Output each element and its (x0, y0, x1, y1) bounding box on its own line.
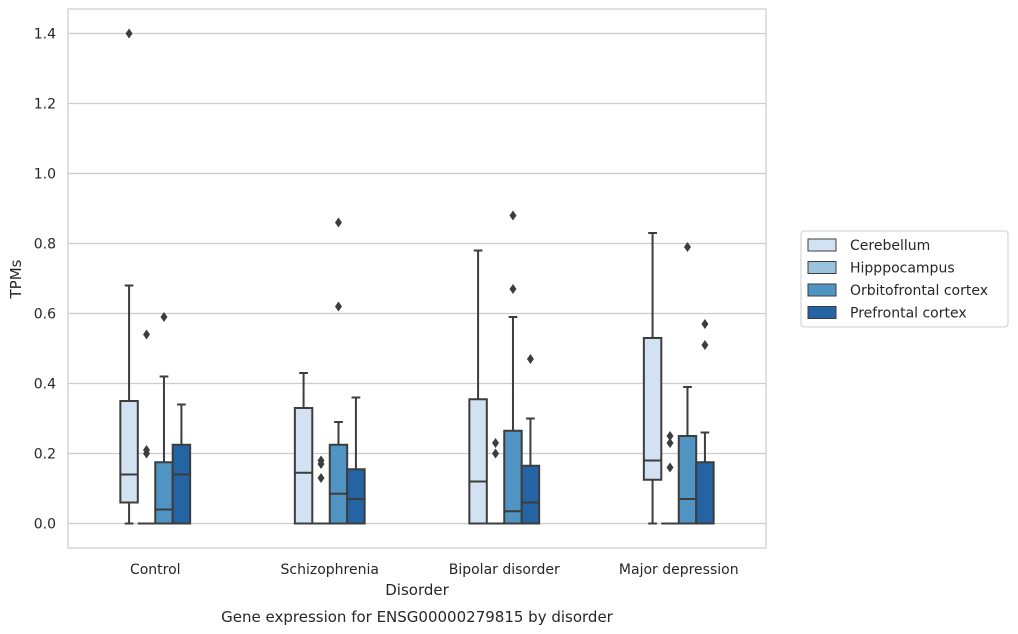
outlier-point (666, 431, 674, 441)
outlier-point (143, 329, 151, 340)
box-body (119, 400, 139, 504)
box-body (468, 398, 488, 525)
outlier-point (509, 210, 517, 221)
box-body (642, 337, 663, 481)
box-4-category-2 (346, 396, 366, 525)
outlier-point (666, 438, 674, 448)
box-body (346, 468, 366, 525)
x-tick-label: Schizophrenia (281, 562, 379, 578)
legend-item: Orbitofrontal cortex (807, 283, 988, 299)
box-1-category-4 (642, 232, 663, 525)
box-2-category-4 (661, 431, 679, 525)
outlier-point (509, 284, 517, 294)
box-1-category-1 (119, 28, 139, 525)
box-4-category-3 (520, 354, 541, 525)
box-3-category-3 (503, 210, 523, 525)
box-body (328, 443, 349, 525)
legend-label: Prefrontal cortex (850, 306, 967, 322)
box-3-category-2 (328, 217, 349, 525)
box-body (293, 407, 314, 525)
outlier-point (492, 438, 500, 448)
box-2-category-2 (312, 455, 330, 525)
y-tick-labels: 0.0 0.2 0.4 0.6 0.8 1.0 1.2 1.4 (34, 27, 56, 533)
outlier-point (143, 448, 151, 459)
box-2-category-1 (137, 329, 156, 525)
legend-swatch (807, 261, 837, 274)
box-body (171, 443, 192, 525)
y-tick-label: 0.2 (34, 447, 56, 463)
legend-item: Cerebellum (807, 238, 930, 254)
outlier-point (334, 217, 342, 228)
box-1-category-3 (468, 249, 488, 525)
legend-swatch (807, 283, 837, 297)
y-axis-label: TPMs (7, 259, 25, 299)
box-body (695, 461, 715, 525)
y-tick-label: 1.4 (34, 27, 56, 43)
legend-label: Orbitofrontal cortex (850, 283, 988, 299)
y-tick-label: 1.2 (34, 97, 56, 113)
legend-swatch (807, 306, 837, 319)
y-tick-label: 0.8 (34, 237, 56, 253)
box-body (520, 464, 541, 525)
x-tick-label: Major depression (619, 562, 739, 578)
legend-label: Hipppocampus (850, 261, 955, 277)
y-tick-label: 0.0 (34, 517, 56, 533)
legend-item: Hipppocampus (807, 261, 955, 277)
outlier-point (334, 301, 342, 312)
y-tick-label: 0.4 (34, 377, 56, 393)
x-tick-labels: Control Schizophrenia Bipolar disorder Majo… (130, 562, 739, 578)
box-3-category-1 (154, 312, 174, 525)
x-tick-label: Bipolar disorder (449, 562, 560, 578)
legend-item: Prefrontal cortex (807, 306, 967, 322)
outlier-point (683, 242, 691, 252)
outlier-point (526, 354, 534, 364)
legend-swatch (807, 238, 837, 252)
legend-frame (800, 230, 1009, 328)
legend-label: Cerebellum (850, 238, 930, 254)
outlier-point (492, 448, 500, 459)
outlier-point (317, 473, 325, 483)
box-body (503, 429, 523, 525)
outlier-point (317, 459, 325, 469)
outlier-point (701, 340, 709, 350)
box-3-category-4 (677, 242, 698, 525)
outlier-point (701, 319, 709, 329)
box-4-category-1 (171, 403, 192, 525)
plot-frame (67, 8, 767, 549)
box-body (677, 435, 698, 525)
outlier-point (125, 28, 133, 39)
box-2-category-3 (486, 438, 505, 525)
box-4-category-4 (695, 319, 715, 525)
x-tick-label: Control (130, 562, 181, 578)
x-axis-label: Disorder (385, 581, 449, 599)
legend: Cerebellum Hipppocampus Orbitofrontal cort… (800, 230, 1009, 328)
box-1-category-2 (293, 372, 314, 525)
y-tick-label: 1.0 (34, 167, 56, 183)
figure-caption: Gene expression for ENSG00000279815 by d… (221, 608, 614, 626)
outlier-point (160, 312, 168, 322)
outlier-point (666, 462, 674, 473)
boxes (119, 28, 715, 525)
y-tick-label: 0.6 (34, 307, 56, 323)
box-body (154, 461, 174, 525)
